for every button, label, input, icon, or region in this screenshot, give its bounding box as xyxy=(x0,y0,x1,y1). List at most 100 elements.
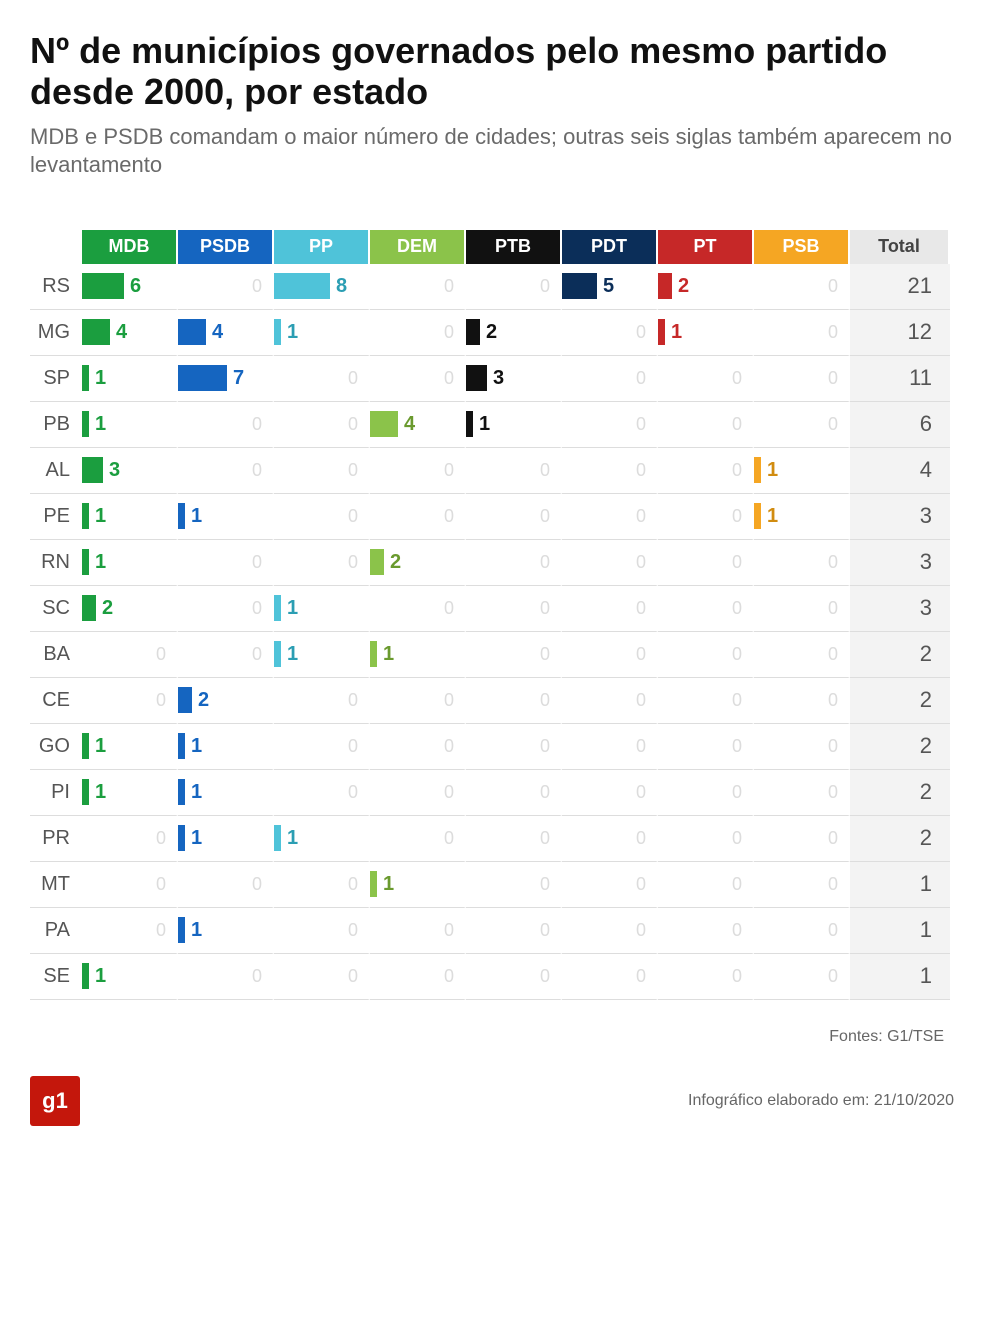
data-cell: 8 xyxy=(274,264,370,310)
cell-value: 0 xyxy=(658,828,752,849)
data-cell: 0 xyxy=(274,954,370,1000)
cell-value: 0 xyxy=(466,598,560,619)
bar xyxy=(178,319,206,345)
data-cell: 0 xyxy=(370,586,466,632)
cell-value: 0 xyxy=(370,460,464,481)
data-cell: 1 xyxy=(754,494,850,540)
data-cell: 0 xyxy=(466,586,562,632)
data-cell: 0 xyxy=(178,402,274,448)
bar xyxy=(178,917,185,943)
cell-value: 0 xyxy=(562,736,656,757)
data-cell: 1 xyxy=(82,402,178,448)
data-cell: 0 xyxy=(658,770,754,816)
data-cell: 1 xyxy=(82,356,178,402)
data-cell: 0 xyxy=(754,816,850,862)
data-cell: 0 xyxy=(754,862,850,908)
data-cell: 0 xyxy=(466,908,562,954)
row-label-se: SE xyxy=(30,954,82,1000)
cell-value: 0 xyxy=(370,690,464,711)
bar-table-chart: MDBPSDBPPDEMPTBPDTPTPSBTotalRS6080052021… xyxy=(30,230,954,1000)
data-cell: 0 xyxy=(178,632,274,678)
cell-value: 0 xyxy=(754,368,848,389)
cell-value: 2 xyxy=(198,689,209,712)
column-header-pt: PT xyxy=(658,230,754,264)
cell-value: 0 xyxy=(754,920,848,941)
data-cell: 1 xyxy=(178,816,274,862)
data-cell: 1 xyxy=(82,724,178,770)
data-cell: 0 xyxy=(370,264,466,310)
data-cell: 0 xyxy=(562,724,658,770)
bar xyxy=(82,365,89,391)
cell-value: 1 xyxy=(479,413,490,436)
cell-value: 0 xyxy=(274,966,368,987)
cell-value: 0 xyxy=(370,276,464,297)
cell-value: 0 xyxy=(274,506,368,527)
data-cell: 0 xyxy=(178,862,274,908)
bar xyxy=(274,641,281,667)
total-cell: 4 xyxy=(850,448,950,494)
cell-value: 0 xyxy=(466,690,560,711)
cell-value: 0 xyxy=(562,460,656,481)
data-cell: 1 xyxy=(178,724,274,770)
cell-value: 0 xyxy=(754,966,848,987)
cell-value: 0 xyxy=(370,368,464,389)
cell-value: 1 xyxy=(287,827,298,850)
data-cell: 1 xyxy=(82,770,178,816)
chart-subtitle: MDB e PSDB comandam o maior número de ci… xyxy=(30,123,954,180)
cell-value: 0 xyxy=(658,736,752,757)
data-cell: 0 xyxy=(562,310,658,356)
cell-value: 0 xyxy=(82,828,176,849)
data-cell: 0 xyxy=(82,862,178,908)
cell-value: 8 xyxy=(336,275,347,298)
source-label: Fontes: G1/TSE xyxy=(30,1028,954,1046)
bar xyxy=(178,687,192,713)
cell-value: 0 xyxy=(370,920,464,941)
cell-value: 1 xyxy=(95,505,106,528)
cell-value: 4 xyxy=(116,321,127,344)
data-cell: 2 xyxy=(82,586,178,632)
data-cell: 1 xyxy=(274,586,370,632)
bar xyxy=(658,319,665,345)
total-cell: 3 xyxy=(850,586,950,632)
cell-value: 0 xyxy=(370,828,464,849)
data-cell: 1 xyxy=(82,954,178,1000)
bar xyxy=(82,457,103,483)
cell-value: 0 xyxy=(562,644,656,665)
data-cell: 0 xyxy=(274,356,370,402)
cell-value: 0 xyxy=(754,874,848,895)
data-cell: 0 xyxy=(658,494,754,540)
data-cell: 0 xyxy=(754,908,850,954)
bar xyxy=(370,641,377,667)
data-cell: 0 xyxy=(370,954,466,1000)
cell-value: 0 xyxy=(274,690,368,711)
cell-value: 0 xyxy=(466,552,560,573)
data-cell: 4 xyxy=(370,402,466,448)
cell-value: 0 xyxy=(562,506,656,527)
data-cell: 0 xyxy=(658,724,754,770)
data-cell: 0 xyxy=(370,356,466,402)
data-cell: 0 xyxy=(274,908,370,954)
data-cell: 0 xyxy=(562,954,658,1000)
cell-value: 0 xyxy=(658,506,752,527)
bar xyxy=(178,365,227,391)
data-cell: 0 xyxy=(370,770,466,816)
cell-value: 7 xyxy=(233,367,244,390)
data-cell: 0 xyxy=(562,356,658,402)
data-cell: 0 xyxy=(466,540,562,586)
bar xyxy=(82,549,89,575)
cell-value: 0 xyxy=(754,322,848,343)
bar xyxy=(562,273,597,299)
data-cell: 1 xyxy=(370,862,466,908)
cell-value: 0 xyxy=(466,782,560,803)
data-cell: 0 xyxy=(82,908,178,954)
bar xyxy=(178,733,185,759)
data-cell: 0 xyxy=(562,540,658,586)
data-cell: 0 xyxy=(658,954,754,1000)
cell-value: 0 xyxy=(178,644,272,665)
data-cell: 0 xyxy=(754,724,850,770)
data-cell: 0 xyxy=(274,448,370,494)
data-cell: 2 xyxy=(178,678,274,724)
cell-value: 0 xyxy=(370,966,464,987)
data-cell: 1 xyxy=(370,632,466,678)
bar xyxy=(178,779,185,805)
